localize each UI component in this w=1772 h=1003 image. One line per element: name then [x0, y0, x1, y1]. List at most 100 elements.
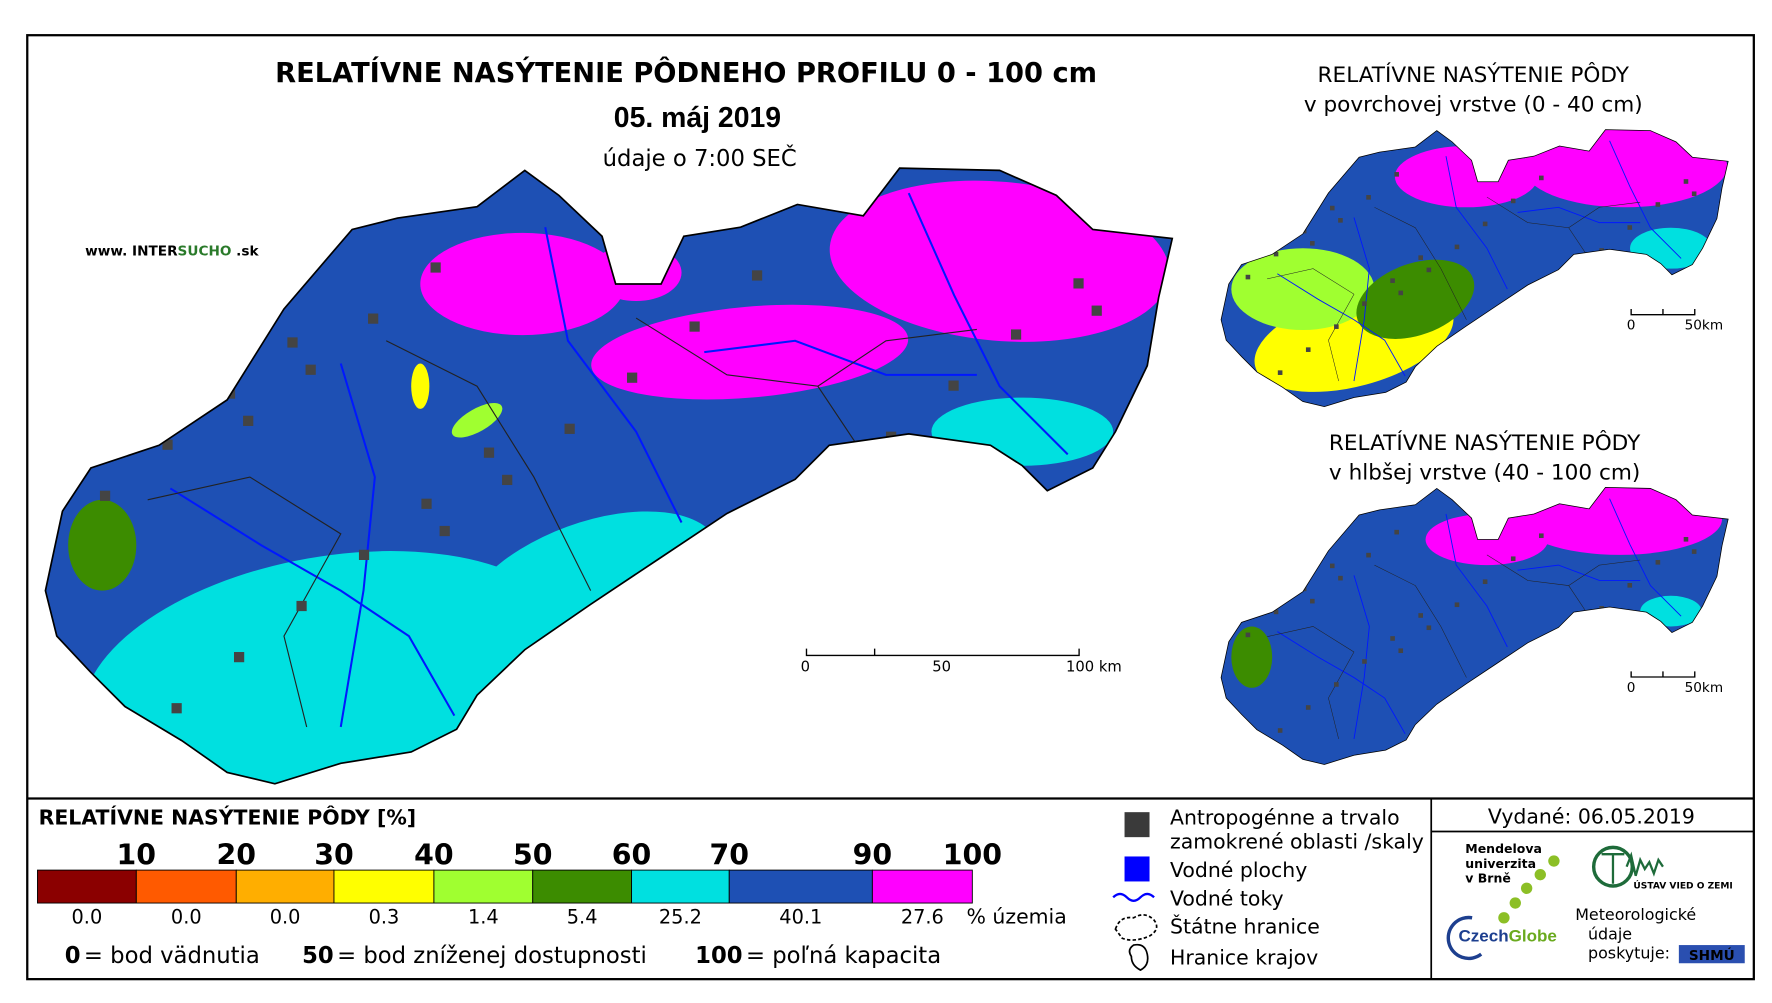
logo-text: Mendelova	[1465, 841, 1542, 856]
legend-title: RELATÍVNE NASÝTENIE PÔDY [%]	[39, 805, 417, 830]
urban-area	[233, 652, 245, 663]
urban-area	[171, 703, 182, 714]
legend-share: 0.0	[171, 905, 202, 928]
website-part: .sk	[231, 244, 259, 260]
urban-area	[287, 337, 298, 348]
urban-area	[1683, 179, 1689, 184]
legend-share: 27.6	[901, 905, 944, 928]
symbol-label: zamokrené oblasti /skaly	[1170, 830, 1424, 854]
symbol-state-border	[1114, 914, 1158, 941]
urban-area	[1482, 221, 1488, 227]
legend-share: 25.2	[659, 905, 702, 928]
urban-area	[1310, 598, 1315, 604]
urban-area	[1362, 301, 1367, 306]
note-text: = bod vädnutia	[84, 943, 260, 969]
urban-area	[1390, 278, 1395, 283]
legend-threshold: 50	[513, 838, 553, 871]
legend-threshold: 90	[853, 838, 893, 871]
urban-area	[1366, 552, 1371, 558]
river	[1277, 273, 1406, 377]
legend-notes: 0 = bod vädnutia 50 = bod zníženej dostupn…	[65, 943, 941, 969]
state-border	[1220, 487, 1729, 765]
map-patch	[68, 499, 137, 591]
river	[1277, 631, 1406, 735]
symbol-anthropogenic	[1124, 812, 1150, 838]
urban-area	[1273, 609, 1279, 615]
logo-text: Meteorologické	[1575, 905, 1696, 924]
legend-threshold: 10	[117, 838, 156, 871]
urban-area	[1277, 728, 1283, 733]
map-fill	[1221, 487, 1729, 765]
urban-area	[1245, 632, 1251, 638]
urban-area	[1394, 529, 1399, 535]
legend-threshold: 20	[217, 838, 256, 871]
urban-area	[1418, 613, 1423, 618]
legend-share: 0.3	[369, 905, 400, 928]
legend-swatch	[235, 869, 335, 904]
logo-part: Czech	[1458, 927, 1508, 946]
legend-swatch	[37, 869, 137, 904]
river	[544, 226, 683, 523]
map-patch	[591, 304, 909, 400]
urban-area	[1366, 195, 1371, 200]
symbol-label: Antropogénne a trvalo	[1170, 806, 1400, 830]
logo-part: Globe	[1509, 927, 1557, 946]
inset-title: RELATÍVNE NASÝTENIE PÔDY	[1329, 430, 1641, 456]
logo-text: univerzita	[1465, 856, 1536, 871]
region-border	[1267, 268, 1355, 382]
logo-dots	[1498, 855, 1560, 924]
urban-area	[1454, 602, 1460, 608]
urban-area	[1454, 244, 1460, 250]
region-border	[1374, 564, 1467, 678]
legend-share: 1.4	[468, 905, 499, 928]
logo-text: SHMÚ	[1689, 946, 1735, 964]
legend-threshold: 40	[414, 838, 453, 871]
scale-label: 0	[1627, 680, 1636, 696]
urban-area	[1338, 218, 1343, 223]
urban-area	[1482, 579, 1488, 585]
scale-label: 0	[1627, 317, 1636, 333]
logo-text: údaje	[1588, 924, 1632, 943]
river	[339, 363, 376, 728]
logo-text: v Brně	[1465, 871, 1511, 886]
river	[1353, 575, 1370, 739]
legend-threshold: 100	[943, 838, 1002, 871]
scale-label: 50km	[1685, 680, 1724, 696]
region-border	[1374, 207, 1467, 320]
urban-area	[1627, 583, 1633, 588]
river	[1445, 513, 1508, 648]
symbol-label: Vodné plochy	[1170, 858, 1307, 882]
logo-text: ÚSTAV VIED O ZEMI	[1633, 879, 1732, 891]
urban-area	[689, 321, 700, 332]
urban-area	[1683, 536, 1689, 542]
region-border	[1267, 626, 1355, 739]
urban-area	[1691, 191, 1697, 197]
urban-area	[1010, 329, 1022, 340]
urban-area	[1398, 648, 1404, 654]
website-part: www. INTER	[85, 244, 178, 260]
website: www. INTERSUCHO .sk	[85, 244, 259, 260]
note-value: 100	[695, 943, 742, 969]
map-patch	[451, 403, 503, 438]
scale-bar	[1630, 671, 1696, 678]
urban-area	[1510, 556, 1516, 562]
urban-area	[948, 380, 959, 391]
note-text: = bod zníženej dostupnosti	[337, 943, 647, 969]
urban-area	[1305, 705, 1311, 710]
urban-area	[1398, 290, 1404, 296]
symbol-water	[1124, 856, 1150, 882]
urban-area	[1426, 625, 1432, 631]
legend-threshold: 30	[314, 838, 353, 871]
river	[169, 487, 456, 717]
logo-czechglobe: CzechGlobe	[1458, 927, 1556, 946]
urban-area	[439, 525, 450, 537]
urban-area	[1539, 533, 1544, 539]
legend-share: 0.0	[72, 905, 103, 928]
urban-area	[1627, 225, 1633, 230]
map-patch	[1356, 259, 1475, 339]
symbol-label: Hranice krajov	[1170, 945, 1318, 969]
note-value: 0	[65, 943, 81, 969]
logo-ig	[1591, 845, 1634, 888]
urban-area	[483, 447, 495, 458]
symbol-region-border	[1128, 943, 1149, 972]
